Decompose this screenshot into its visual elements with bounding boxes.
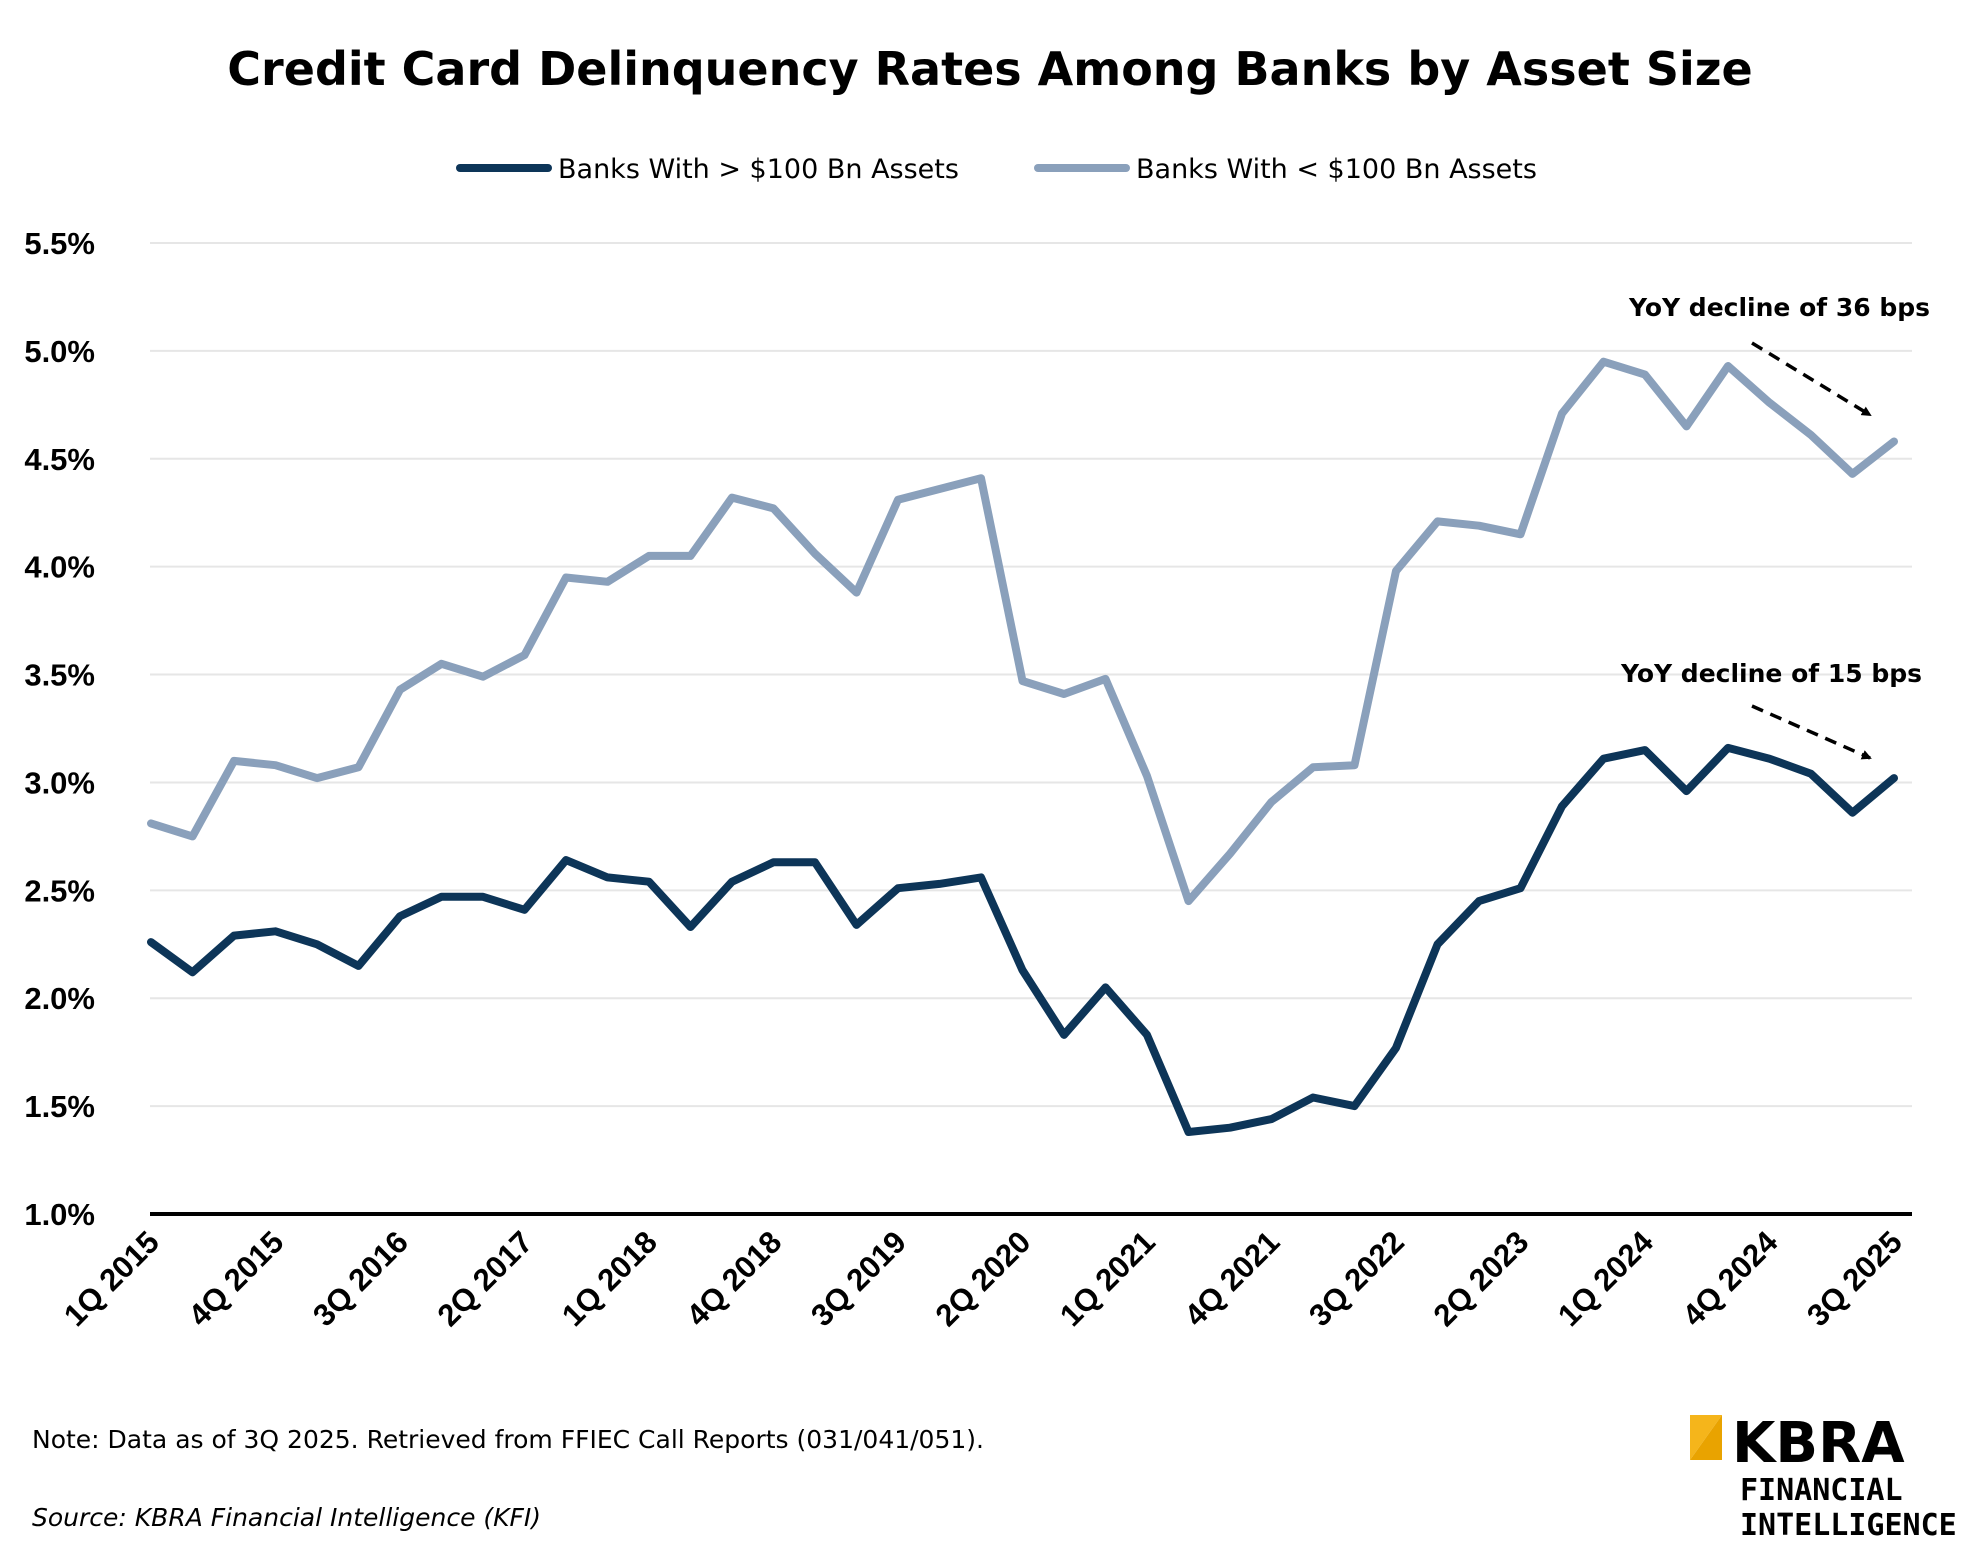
kbra-logo-mark-shadow-icon [1690, 1415, 1722, 1460]
series-lines [147, 357, 1898, 1136]
gridlines [150, 242, 1912, 1108]
x-tick-label: 1Q 2021 [1053, 1224, 1162, 1333]
x-tick-label: 2Q 2020 [929, 1224, 1038, 1333]
y-tick-label: 3.0% [24, 765, 95, 800]
annotation-text-small-banks: YoY decline of 36 bps [1628, 293, 1930, 322]
y-tick-label: 3.5% [24, 658, 95, 693]
source-line: Source: KBRA Financial Intelligence (KFI… [32, 1503, 541, 1532]
y-axis-ticks: 1.0% 1.5% 2.0% 2.5% 3.0% 3.5% 4.0% 4.5% 5.0% 5.5% [24, 226, 95, 1232]
x-tick-label: 4Q 2015 [182, 1224, 291, 1333]
x-tick-label: 4Q 2021 [1178, 1224, 1287, 1333]
x-tick-label: 1Q 2015 [57, 1224, 166, 1333]
y-tick-label: 5.5% [24, 226, 95, 261]
y-tick-label: 2.0% [24, 981, 95, 1016]
legend: Banks With > $100 Bn Assets Banks With <… [456, 154, 1537, 185]
footnote: Note: Data as of 3Q 2025. Retrieved from… [32, 1425, 984, 1454]
chart-title: Credit Card Delinquency Rates Among Bank… [227, 42, 1752, 96]
y-tick-label: 4.5% [24, 442, 95, 477]
annotation-text-large-banks: YoY decline of 15 bps [1620, 659, 1922, 688]
x-axis-ticks: 1Q 2015 4Q 2015 3Q 2016 2Q 2017 1Q 2018 4Q 20… [57, 1224, 1909, 1333]
annotation-arrow-large-banks [1751, 704, 1872, 760]
x-tick-label: 3Q 2022 [1302, 1224, 1411, 1333]
series-line-1 [147, 357, 1898, 906]
logo-subline-1: FINANCIAL [1740, 1473, 1903, 1508]
y-tick-label: 5.0% [24, 334, 95, 369]
x-tick-label: 4Q 2024 [1676, 1224, 1785, 1333]
y-tick-label: 4.0% [24, 550, 95, 585]
x-tick-label: 2Q 2023 [1427, 1224, 1536, 1333]
x-tick-label: 4Q 2018 [680, 1224, 789, 1333]
y-tick-label: 1.5% [24, 1089, 95, 1124]
logo-wordmark: KBRA [1732, 1411, 1905, 1476]
x-tick-label: 3Q 2019 [804, 1224, 913, 1333]
x-tick-label: 3Q 2016 [306, 1224, 415, 1333]
annotation-large-banks: YoY decline of 15 bps [1620, 659, 1922, 760]
logo-subline-2: INTELLIGENCE [1740, 1508, 1957, 1543]
y-tick-label: 2.5% [24, 873, 95, 908]
kbra-logo: KBRA FINANCIAL INTELLIGENCE [1690, 1411, 1957, 1543]
y-tick-label: 1.0% [24, 1197, 95, 1232]
legend-label-small-banks: Banks With < $100 Bn Assets [1136, 154, 1537, 185]
x-tick-label: 2Q 2017 [431, 1224, 540, 1333]
x-tick-label: 3Q 2025 [1800, 1224, 1909, 1333]
annotation-small-banks: YoY decline of 36 bps [1628, 293, 1930, 417]
x-tick-label: 1Q 2024 [1551, 1224, 1660, 1333]
series-line-0 [147, 743, 1898, 1136]
legend-label-large-banks: Banks With > $100 Bn Assets [558, 154, 959, 185]
x-tick-label: 1Q 2018 [555, 1224, 664, 1333]
annotation-arrow-small-banks [1751, 341, 1872, 417]
